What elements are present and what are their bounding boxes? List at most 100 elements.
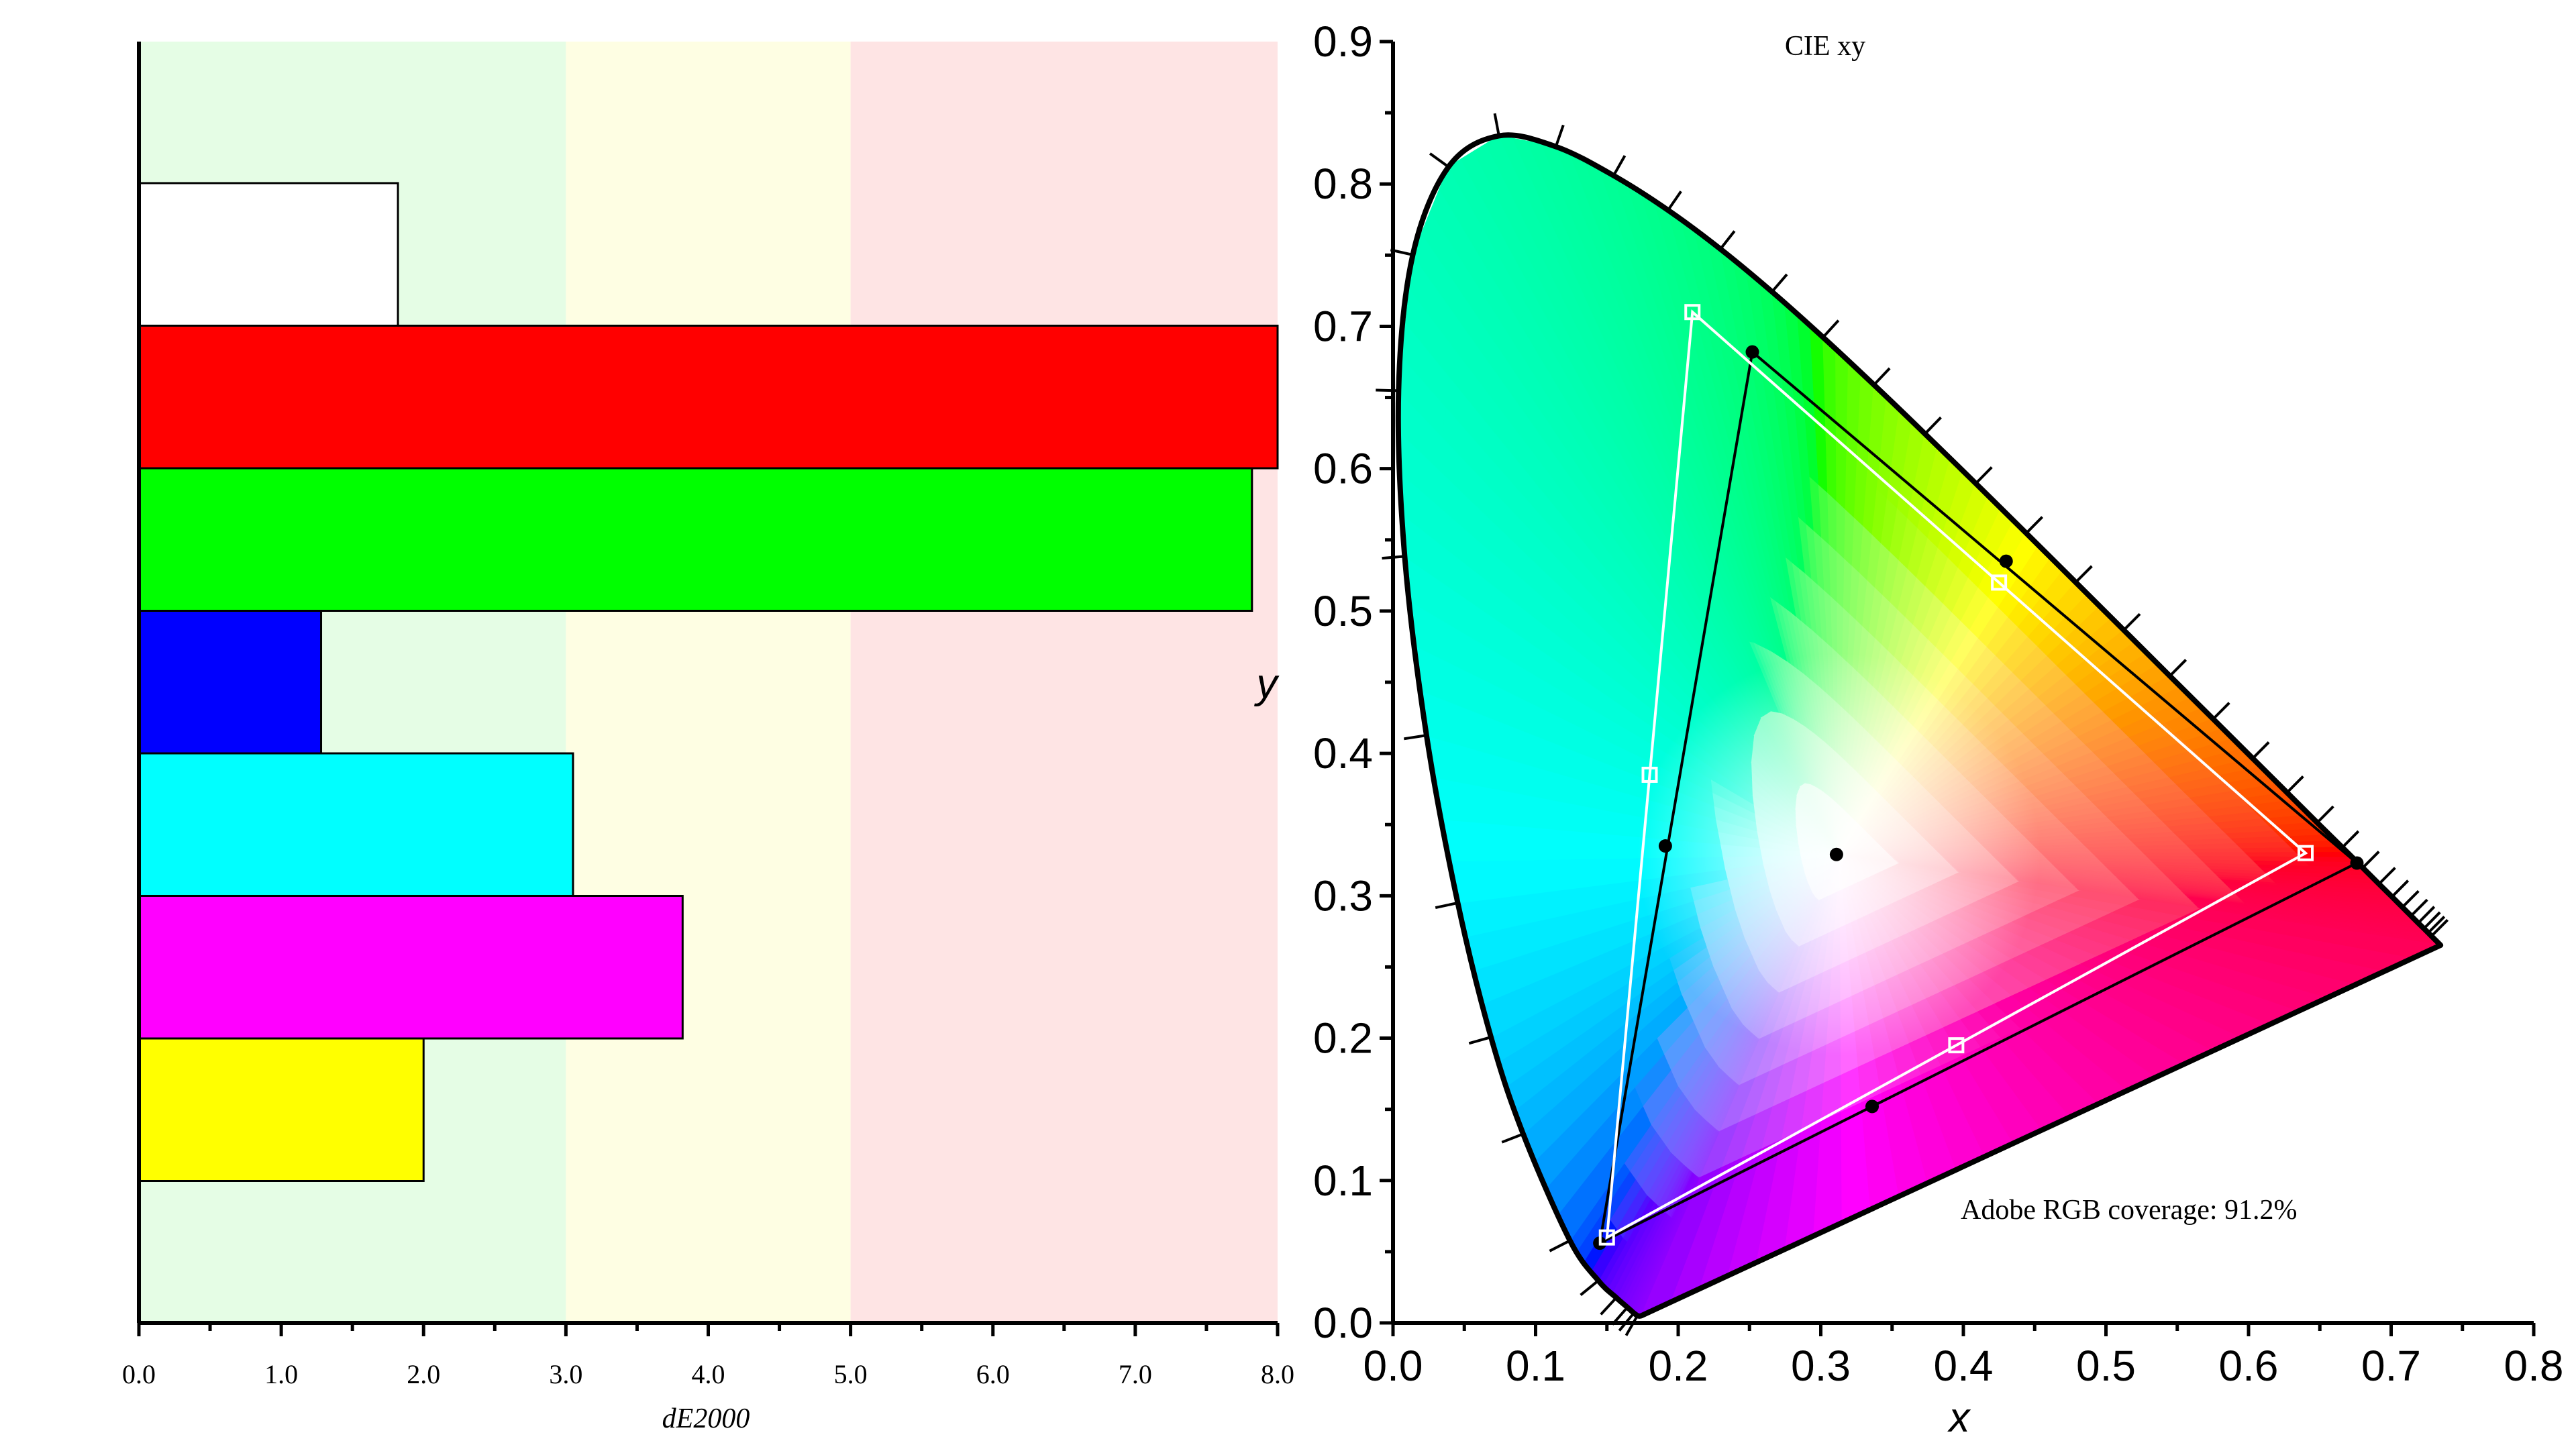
bar-x-tick-label: 8.0	[1261, 1359, 1294, 1389]
locus-tick	[1771, 273, 1788, 293]
bar-x-tick-labels: 0.0 1.0 2.0 3.0 4.0 5.0 6.0 7.0 8.0	[122, 1359, 1294, 1389]
locus-tick	[2361, 851, 2380, 869]
locus-tick	[2401, 890, 2420, 908]
bar-x-tick-label: 4.0	[692, 1359, 725, 1389]
bar-x-tick-label: 7.0	[1119, 1359, 1152, 1389]
reference-gamut-point	[2298, 845, 2314, 861]
chromaticity-cell	[1527, 858, 1573, 894]
bar-5	[138, 895, 684, 1040]
reference-gamut-point	[1948, 1037, 1965, 1054]
locus-tick	[1975, 466, 1993, 485]
chromaticity-cell	[1836, 499, 1847, 560]
bar-6	[138, 1037, 425, 1182]
bar-x-tick-label: 1.0	[264, 1359, 298, 1389]
cie-x-tick-label: 0.5	[2076, 1342, 2136, 1390]
cie-title: CIE xy	[1785, 31, 1865, 62]
locus-tick	[1924, 416, 1942, 435]
cie-x-tick-label: 0.2	[1649, 1342, 1708, 1390]
bar-x-axis-label: dE2000	[662, 1403, 750, 1434]
cie-x-tick-label: 0.8	[2504, 1342, 2564, 1390]
chromaticity-cell	[1835, 449, 1847, 511]
locus-tick	[1873, 367, 1891, 386]
locus-tick	[2251, 741, 2270, 759]
locus-tick	[2025, 516, 2044, 535]
locus-tick	[2410, 898, 2428, 917]
cie-x-tick-labels: 0.0 0.1 0.2 0.3 0.4 0.5 0.6 0.7 0.8	[1363, 1342, 2564, 1390]
locus-tick	[1719, 230, 1736, 250]
bar-1	[138, 325, 1279, 470]
measured-gamut-point	[2350, 856, 2364, 870]
locus-tick	[1667, 191, 1682, 211]
locus-tick	[2430, 918, 2449, 937]
bar-x-tick-label: 3.0	[549, 1359, 582, 1389]
reference-gamut-point	[1991, 574, 2008, 591]
measured-white-point	[1829, 847, 1843, 861]
cie-x-tick-label: 0.7	[2361, 1342, 2421, 1390]
locus-tick	[2285, 775, 2304, 794]
locus-tick	[2422, 911, 2441, 930]
locus-tick	[2212, 702, 2230, 720]
locus-tick	[1625, 1315, 1639, 1336]
locus-tick	[2122, 612, 2141, 631]
chromaticity-cell	[1481, 822, 1529, 861]
reference-gamut-point	[1598, 1229, 1615, 1246]
locus-tick	[1493, 113, 1500, 136]
bar-chart-axes	[137, 42, 1280, 1336]
bar-x-tick-label: 2.0	[407, 1359, 440, 1389]
cie-x-tick-label: 0.6	[2219, 1342, 2279, 1390]
locus-tick	[2391, 879, 2410, 898]
chromaticity-cell	[1565, 857, 1611, 890]
locus-tick	[2316, 805, 2334, 824]
bar-4	[138, 752, 574, 897]
spectral-locus-ticks	[1376, 113, 2449, 1336]
de2000-bar-chart: 0.0 1.0 2.0 3.0 4.0 5.0 6.0 7.0 8.0 dE2000	[122, 42, 1294, 1434]
locus-tick	[1435, 901, 1458, 909]
bar-2	[138, 467, 1253, 612]
reference-gamut-point	[1684, 304, 1701, 321]
bar-x-tick-label: 0.0	[122, 1359, 156, 1389]
cie-y-tick-label: 0.3	[1313, 871, 1373, 920]
locus-tick	[1822, 319, 1840, 339]
reference-gamut-triangle	[1605, 309, 2308, 1240]
bar-0	[138, 182, 399, 327]
locus-tick	[2427, 916, 2446, 934]
locus-tick	[1501, 1132, 1524, 1144]
locus-tick	[2169, 659, 2187, 678]
bar-series	[138, 182, 1279, 1182]
measured-gamut-point	[1865, 1099, 1879, 1114]
locus-tick	[1580, 1279, 1600, 1296]
chromaticity-cell	[1521, 825, 1567, 861]
cie-x-tick-label: 0.3	[1791, 1342, 1851, 1390]
bar-x-tick-label: 5.0	[834, 1359, 868, 1389]
measured-gamut-triangle	[1598, 349, 2360, 1246]
bar-3	[138, 610, 323, 755]
locus-tick	[2075, 565, 2093, 584]
tolerance-zone-2	[850, 42, 1278, 1323]
measured-gamut-point	[1658, 839, 1672, 853]
cie-y-tick-label: 0.7	[1313, 302, 1373, 350]
measured-gamut-point	[1999, 554, 2013, 568]
cie-y-tick-label: 0.0	[1313, 1299, 1373, 1347]
cie-y-tick-label: 0.5	[1313, 587, 1373, 635]
cie-x-axis-label: x	[1947, 1395, 1971, 1441]
cie-x-tick-label: 0.0	[1363, 1342, 1423, 1390]
cie-y-tick-label: 0.4	[1313, 729, 1373, 777]
spectral-locus-fill	[1398, 135, 2441, 1316]
cie-y-axis-label: y	[1254, 661, 1280, 707]
locus-tick	[1468, 1036, 1492, 1045]
chromaticity-cell	[1828, 543, 1839, 603]
cie-xy-chart: 0.0 0.1 0.2 0.3 0.4 0.5 0.6 0.7 0.8 0.0 0.1 0.2 0.3…	[1254, 17, 2564, 1441]
cie-x-tick-label: 0.1	[1506, 1342, 1565, 1390]
locus-tick	[2378, 867, 2396, 885]
chromaticity-cell	[1830, 594, 1839, 654]
cie-y-tick-label: 0.1	[1313, 1157, 1373, 1205]
cie-y-tick-label: 0.6	[1313, 445, 1373, 493]
chromaticity-cell	[1560, 829, 1606, 860]
coverage-annotation: Adobe RGB coverage: 91.2%	[1961, 1195, 2298, 1226]
locus-tick	[1404, 734, 1427, 741]
tolerance-zone-1	[566, 42, 851, 1323]
chromaticity-cell	[1827, 491, 1838, 553]
cie-y-tick-label: 0.2	[1313, 1014, 1373, 1063]
cie-y-tick-label: 0.8	[1313, 160, 1373, 208]
